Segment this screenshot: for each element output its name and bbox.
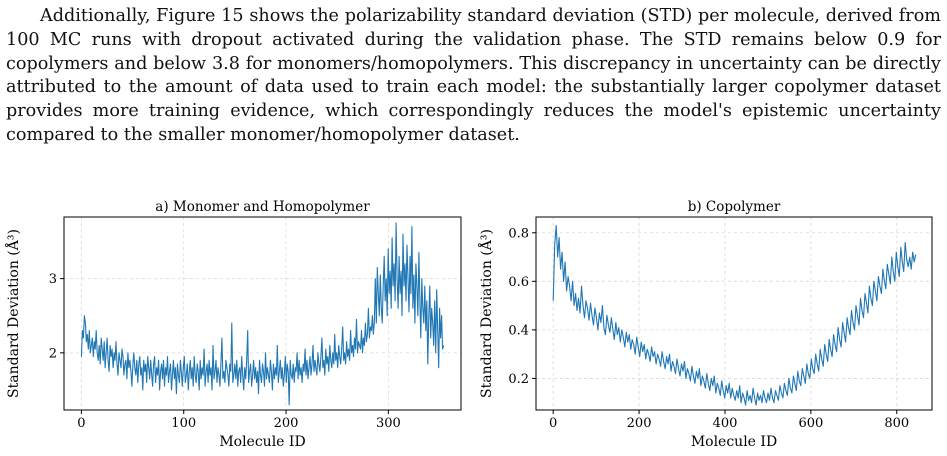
panel-b-series-line [552,224,917,406]
panel-b-xtick-label: 600 [798,416,823,431]
panel-b-xtick-label: 200 [627,416,652,431]
panel-b-title: b) Copolymer [688,199,781,215]
panel-a-xtick-label: 200 [274,416,299,431]
panel-a-xtick-label: 100 [171,416,196,431]
panel-b-xtick-label: 0 [549,416,557,431]
panel-a-axes-frame [63,216,462,411]
panel-b-xtick-label: 400 [713,416,738,431]
panel-b-ytick-label: 0.4 [508,323,529,338]
panel-b-axes-frame [535,216,933,411]
panel-a-title: a) Monomer and Homopolymer [155,199,370,215]
panel-a-xtick-label: 0 [77,416,85,431]
panel-a-xtick-label: 300 [376,416,401,431]
panel-b-ytick-label: 0.8 [508,226,529,241]
panel-a-ytick-label: 3 [49,272,57,287]
panel-a-ylabel: Standard Deviation (Å³) [4,229,22,398]
body-paragraph: Additionally, Figure 15 shows the polari… [6,6,941,145]
panel-a-series-line [80,222,445,406]
panel-a-ytick-label: 2 [49,346,57,361]
panel-b-xtick-label: 800 [884,416,909,431]
panel-a-xlabel: Molecule ID [219,434,305,450]
panel-b-xlabel: Molecule ID [691,434,777,450]
panel-b-ylabel: Standard Deviation (Å³) [477,229,495,398]
panel-b-ytick-label: 0.2 [508,372,529,387]
panel-b-ytick-label: 0.6 [508,275,529,290]
